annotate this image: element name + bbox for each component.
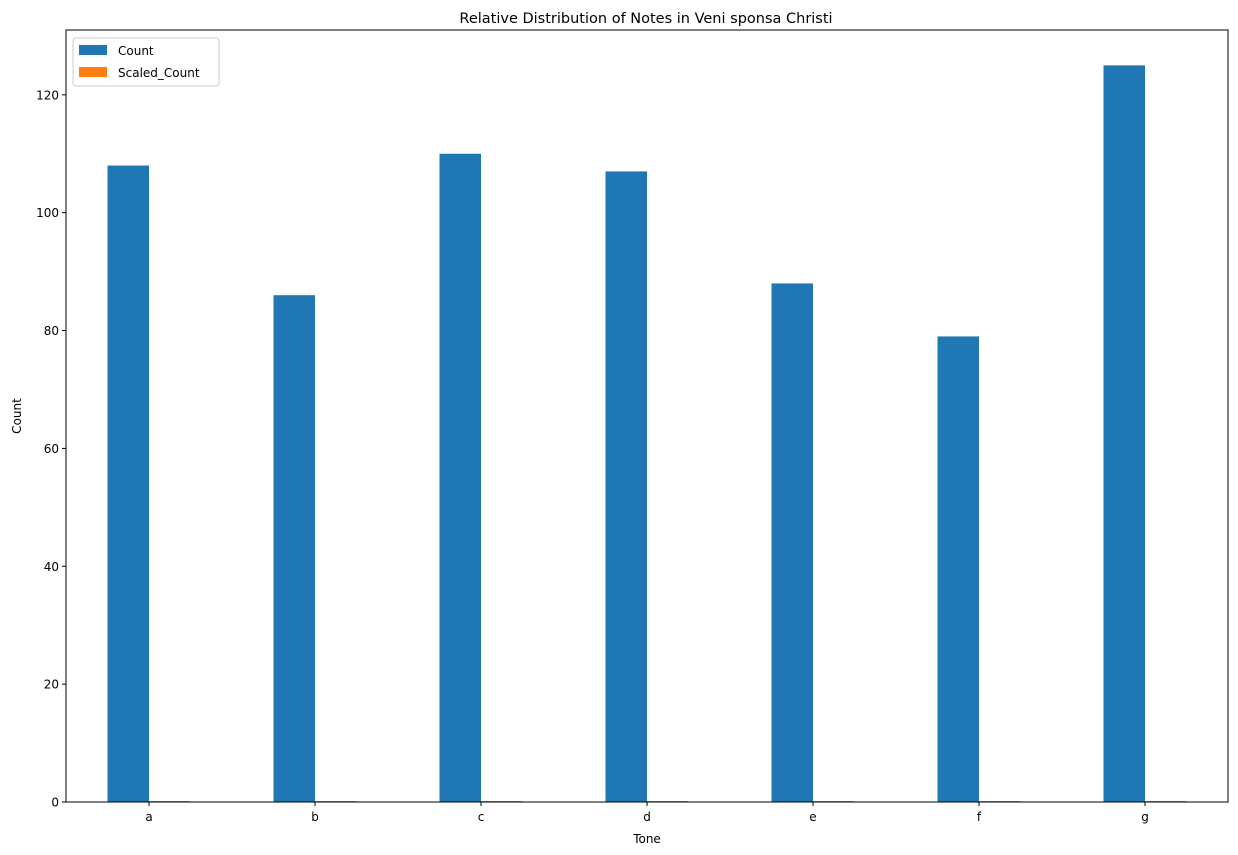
x-tick-label-g: g [1141,810,1149,824]
legend-swatch-scaled-count [79,67,107,77]
legend: Count Scaled_Count [72,37,220,87]
legend-label-scaled-count: Scaled_Count [118,66,200,80]
y-tick-label-80: 80 [44,324,59,338]
bar-count-b [273,295,315,802]
x-tick-label-e: e [809,810,816,824]
legend-label-count: Count [118,44,154,58]
bar-count-f [937,336,979,802]
chart-title: Relative Distribution of Notes in Veni s… [459,11,832,27]
y-tick-label-20: 20 [44,678,59,692]
x-tick-label-a: a [145,810,152,824]
x-tick-label-f: f [977,810,982,824]
bar-count-d [605,171,647,802]
x-axis: a b c d e f g [145,802,1149,824]
x-axis-label: Tone [632,832,661,846]
y-tick-label-120: 120 [36,88,59,102]
bar-count-g [1103,65,1145,803]
x-tick-label-c: c [478,810,485,824]
x-tick-label-b: b [311,810,319,824]
legend-frame [72,37,220,87]
bar-scaled-count-g [1145,800,1187,802]
y-axis-label: Count [10,398,24,434]
legend-swatch-count [79,45,107,55]
y-tick-label-0: 0 [51,796,59,810]
bar-count-a [107,165,149,803]
y-tick-label-100: 100 [36,206,59,220]
bars-layer [107,65,1187,803]
y-tick-label-40: 40 [44,560,59,574]
bar-count-e [771,283,813,802]
y-axis: 0 20 40 60 80 100 120 [36,88,66,810]
y-tick-label-60: 60 [44,442,59,456]
x-tick-label-d: d [643,810,651,824]
bar-count-c [439,153,481,802]
